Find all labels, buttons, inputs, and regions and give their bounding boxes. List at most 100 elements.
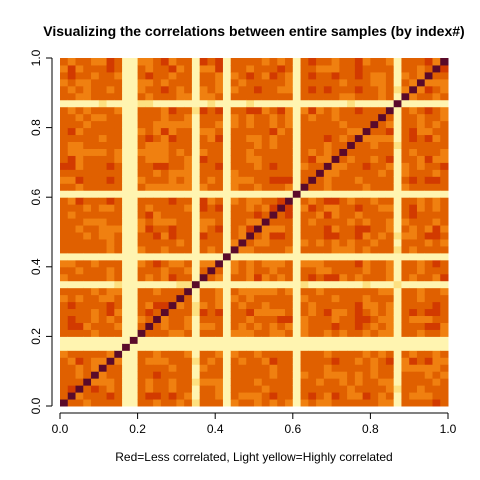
heatmap-cell (432, 378, 441, 386)
heatmap-cell (393, 99, 402, 108)
heatmap-cell (230, 113, 239, 122)
heatmap-cell (83, 385, 92, 393)
heatmap-cell (370, 392, 379, 400)
heatmap-cell (83, 378, 92, 386)
heatmap-cell (230, 287, 239, 296)
heatmap-cell (292, 315, 302, 323)
heatmap-cell (277, 371, 286, 379)
heatmap-cell (378, 232, 387, 240)
heatmap-cell (385, 287, 395, 296)
heatmap-cell (145, 204, 154, 212)
heatmap-cell (222, 141, 232, 149)
heatmap-cell (98, 134, 108, 143)
heatmap-cell (122, 99, 131, 108)
heatmap-cell (378, 301, 387, 310)
heatmap-cell (129, 127, 139, 136)
heatmap-cell (409, 273, 418, 282)
heatmap-cell (424, 120, 433, 129)
heatmap-cell (184, 148, 193, 156)
heatmap-cell (91, 232, 100, 240)
heatmap-cell (191, 252, 201, 261)
heatmap-cell (393, 85, 402, 94)
heatmap-cell (230, 364, 239, 372)
heatmap-cell (269, 162, 278, 170)
heatmap-cell (424, 245, 433, 254)
heatmap-cell (176, 301, 185, 310)
heatmap-cell (331, 378, 340, 386)
heatmap-cell (347, 85, 356, 94)
heatmap-cell (199, 225, 208, 233)
heatmap-cell (440, 336, 449, 344)
heatmap-cell (176, 85, 185, 94)
heatmap-cell (424, 106, 433, 115)
heatmap-cell (98, 385, 108, 393)
heatmap-cell (331, 218, 340, 226)
heatmap-cell (129, 169, 139, 177)
heatmap-cell (339, 322, 348, 330)
heatmap-cell (207, 92, 216, 101)
heatmap-cell (176, 280, 185, 289)
heatmap-cell (184, 155, 193, 163)
heatmap-cell (316, 225, 325, 233)
heatmap-cell (222, 218, 232, 226)
heatmap-cell (160, 99, 170, 108)
heatmap-cell (106, 85, 115, 94)
heatmap-cell (261, 329, 271, 337)
heatmap-cell (339, 280, 348, 289)
heatmap-cell (347, 322, 356, 330)
heatmap-cell (222, 301, 232, 310)
heatmap-cell (269, 357, 278, 365)
heatmap-cell (339, 218, 348, 226)
heatmap-cell (409, 218, 418, 226)
heatmap-cell (67, 92, 77, 101)
heatmap-cell (129, 71, 139, 80)
heatmap-cell (347, 266, 356, 275)
heatmap-cell (114, 225, 123, 233)
heatmap-cell (316, 385, 325, 393)
heatmap-cell (393, 392, 402, 400)
heatmap-cell (215, 120, 224, 129)
heatmap-cell (378, 141, 387, 149)
heatmap-cell (409, 134, 418, 143)
heatmap-cell (184, 245, 193, 254)
heatmap-cell (432, 315, 441, 323)
heatmap-cell (83, 315, 92, 323)
heatmap-cell (168, 280, 177, 289)
heatmap-cell (160, 392, 170, 400)
heatmap-cell (114, 322, 123, 330)
heatmap-cell (409, 92, 418, 101)
heatmap-cell (129, 357, 139, 365)
heatmap-cell (308, 378, 317, 386)
heatmap-cell (254, 92, 263, 101)
heatmap-cell (222, 190, 232, 198)
heatmap-cell (308, 399, 317, 407)
heatmap-cell (98, 252, 108, 261)
heatmap-cell (347, 78, 356, 87)
heatmap-cell (323, 211, 333, 219)
heatmap-cell (191, 162, 201, 170)
heatmap-cell (129, 378, 139, 386)
heatmap-cell (114, 190, 123, 198)
heatmap-cell (230, 225, 239, 233)
heatmap-cell (331, 141, 340, 149)
heatmap-cell (354, 141, 364, 149)
heatmap-cell (153, 322, 162, 330)
heatmap-cell (385, 364, 395, 372)
heatmap-cell (122, 197, 131, 205)
heatmap-cell (207, 252, 216, 261)
heatmap-cell (168, 106, 177, 115)
heatmap-cell (153, 204, 162, 212)
heatmap-cell (122, 232, 131, 240)
heatmap-cell (160, 322, 170, 330)
heatmap-cell (176, 350, 185, 358)
heatmap-cell (191, 85, 201, 94)
heatmap-cell (269, 301, 278, 310)
heatmap-cell (385, 308, 395, 317)
heatmap-cell (168, 350, 177, 358)
heatmap-cell (409, 357, 418, 365)
heatmap-cell (75, 287, 84, 296)
heatmap-cell (153, 99, 162, 108)
heatmap-cell (191, 78, 201, 87)
heatmap-cell (370, 315, 379, 323)
heatmap-cell (98, 197, 108, 205)
